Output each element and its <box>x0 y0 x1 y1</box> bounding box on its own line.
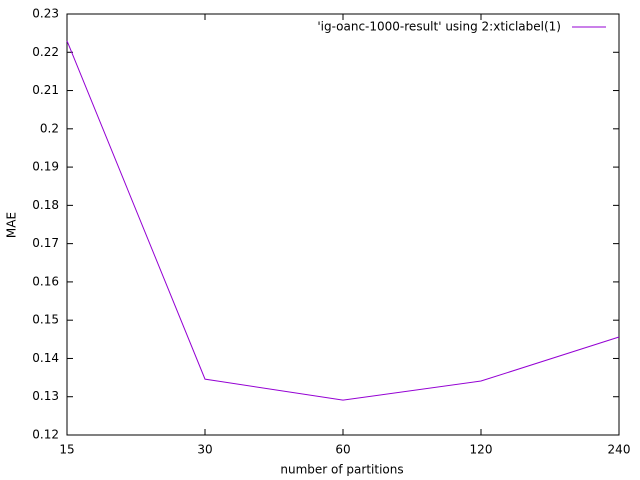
y-axis-label: MAE <box>5 212 19 238</box>
x-tick-label: 60 <box>335 443 350 457</box>
y-tick-label: 0.13 <box>32 389 59 403</box>
y-tick-label: 0.16 <box>32 274 59 288</box>
y-tick-label: 0.18 <box>32 198 59 212</box>
y-tick-label: 0.19 <box>32 160 59 174</box>
y-tick-label: 0.22 <box>32 45 59 59</box>
x-tick-label: 15 <box>59 443 74 457</box>
x-axis-label: number of partitions <box>280 463 403 477</box>
y-tick-label: 0.2 <box>40 121 59 135</box>
x-tick-label: 120 <box>470 443 493 457</box>
y-tick-label: 0.14 <box>32 351 59 365</box>
y-tick-label: 0.23 <box>32 7 59 21</box>
y-tick-label: 0.12 <box>32 428 59 442</box>
x-tick-label: 30 <box>197 443 212 457</box>
data-line <box>66 40 620 401</box>
x-tick-label: 240 <box>608 443 631 457</box>
y-tick-label: 0.17 <box>32 236 59 250</box>
plot-border <box>66 13 620 436</box>
y-tick-label: 0.15 <box>32 313 59 327</box>
y-tick-label: 0.21 <box>32 83 59 97</box>
legend-label: 'ig-oanc-1000-result' using 2:xticlabel(… <box>317 20 561 34</box>
